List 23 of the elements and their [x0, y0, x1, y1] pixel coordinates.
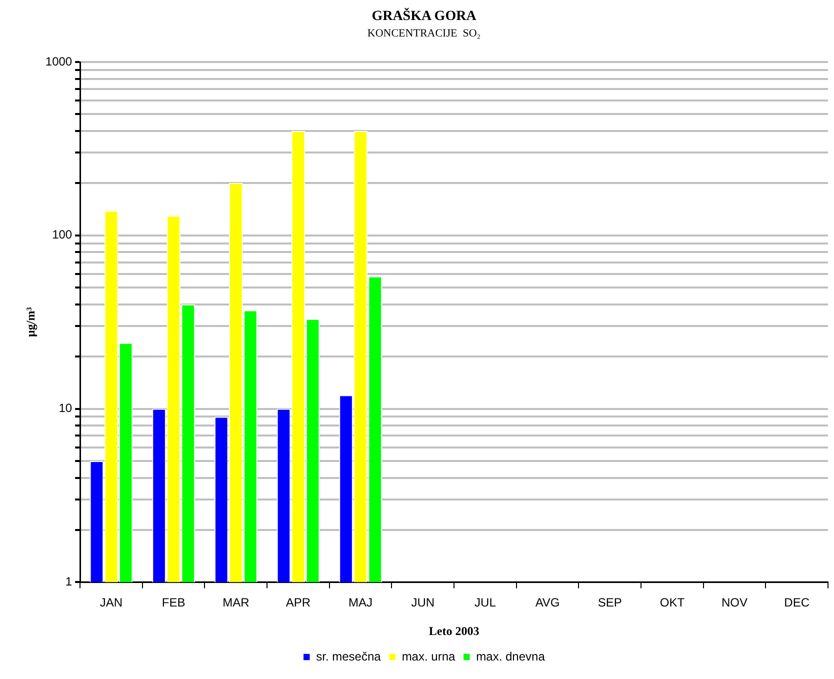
- x-tick-label: NOV: [722, 596, 748, 610]
- y-tick-label: 100: [52, 228, 72, 242]
- x-tick-label: MAJ: [348, 596, 373, 610]
- x-tick-label: FEB: [162, 596, 186, 610]
- legend-label: max. dnevna: [476, 649, 546, 664]
- x-tick-label: OKT: [660, 596, 686, 610]
- y-tick-label: 1: [65, 574, 72, 589]
- legend-label: sr. mesečna: [316, 649, 382, 664]
- x-axis-title: Leto 2003: [428, 624, 480, 638]
- chart-subtitle: KONCENTRACIJE SO₂: [367, 27, 481, 40]
- x-tick-label: JUL: [474, 596, 496, 610]
- y-axis-title: µg/m³: [23, 306, 38, 338]
- x-tick-label: APR: [286, 596, 311, 610]
- x-tick-label: DEC: [784, 596, 810, 610]
- x-tick-label: JAN: [100, 596, 123, 610]
- y-tick-label: 1000: [45, 54, 72, 68]
- x-tick-label: MAR: [222, 596, 250, 610]
- x-tick-label: JUN: [411, 596, 435, 610]
- x-tick-label: SEP: [598, 596, 622, 610]
- chart-title: GRAŠKA GORA: [372, 7, 478, 24]
- legend-label: max. urna: [402, 649, 456, 664]
- x-tick-label: AVG: [535, 596, 560, 610]
- y-tick-label: 10: [58, 401, 72, 416]
